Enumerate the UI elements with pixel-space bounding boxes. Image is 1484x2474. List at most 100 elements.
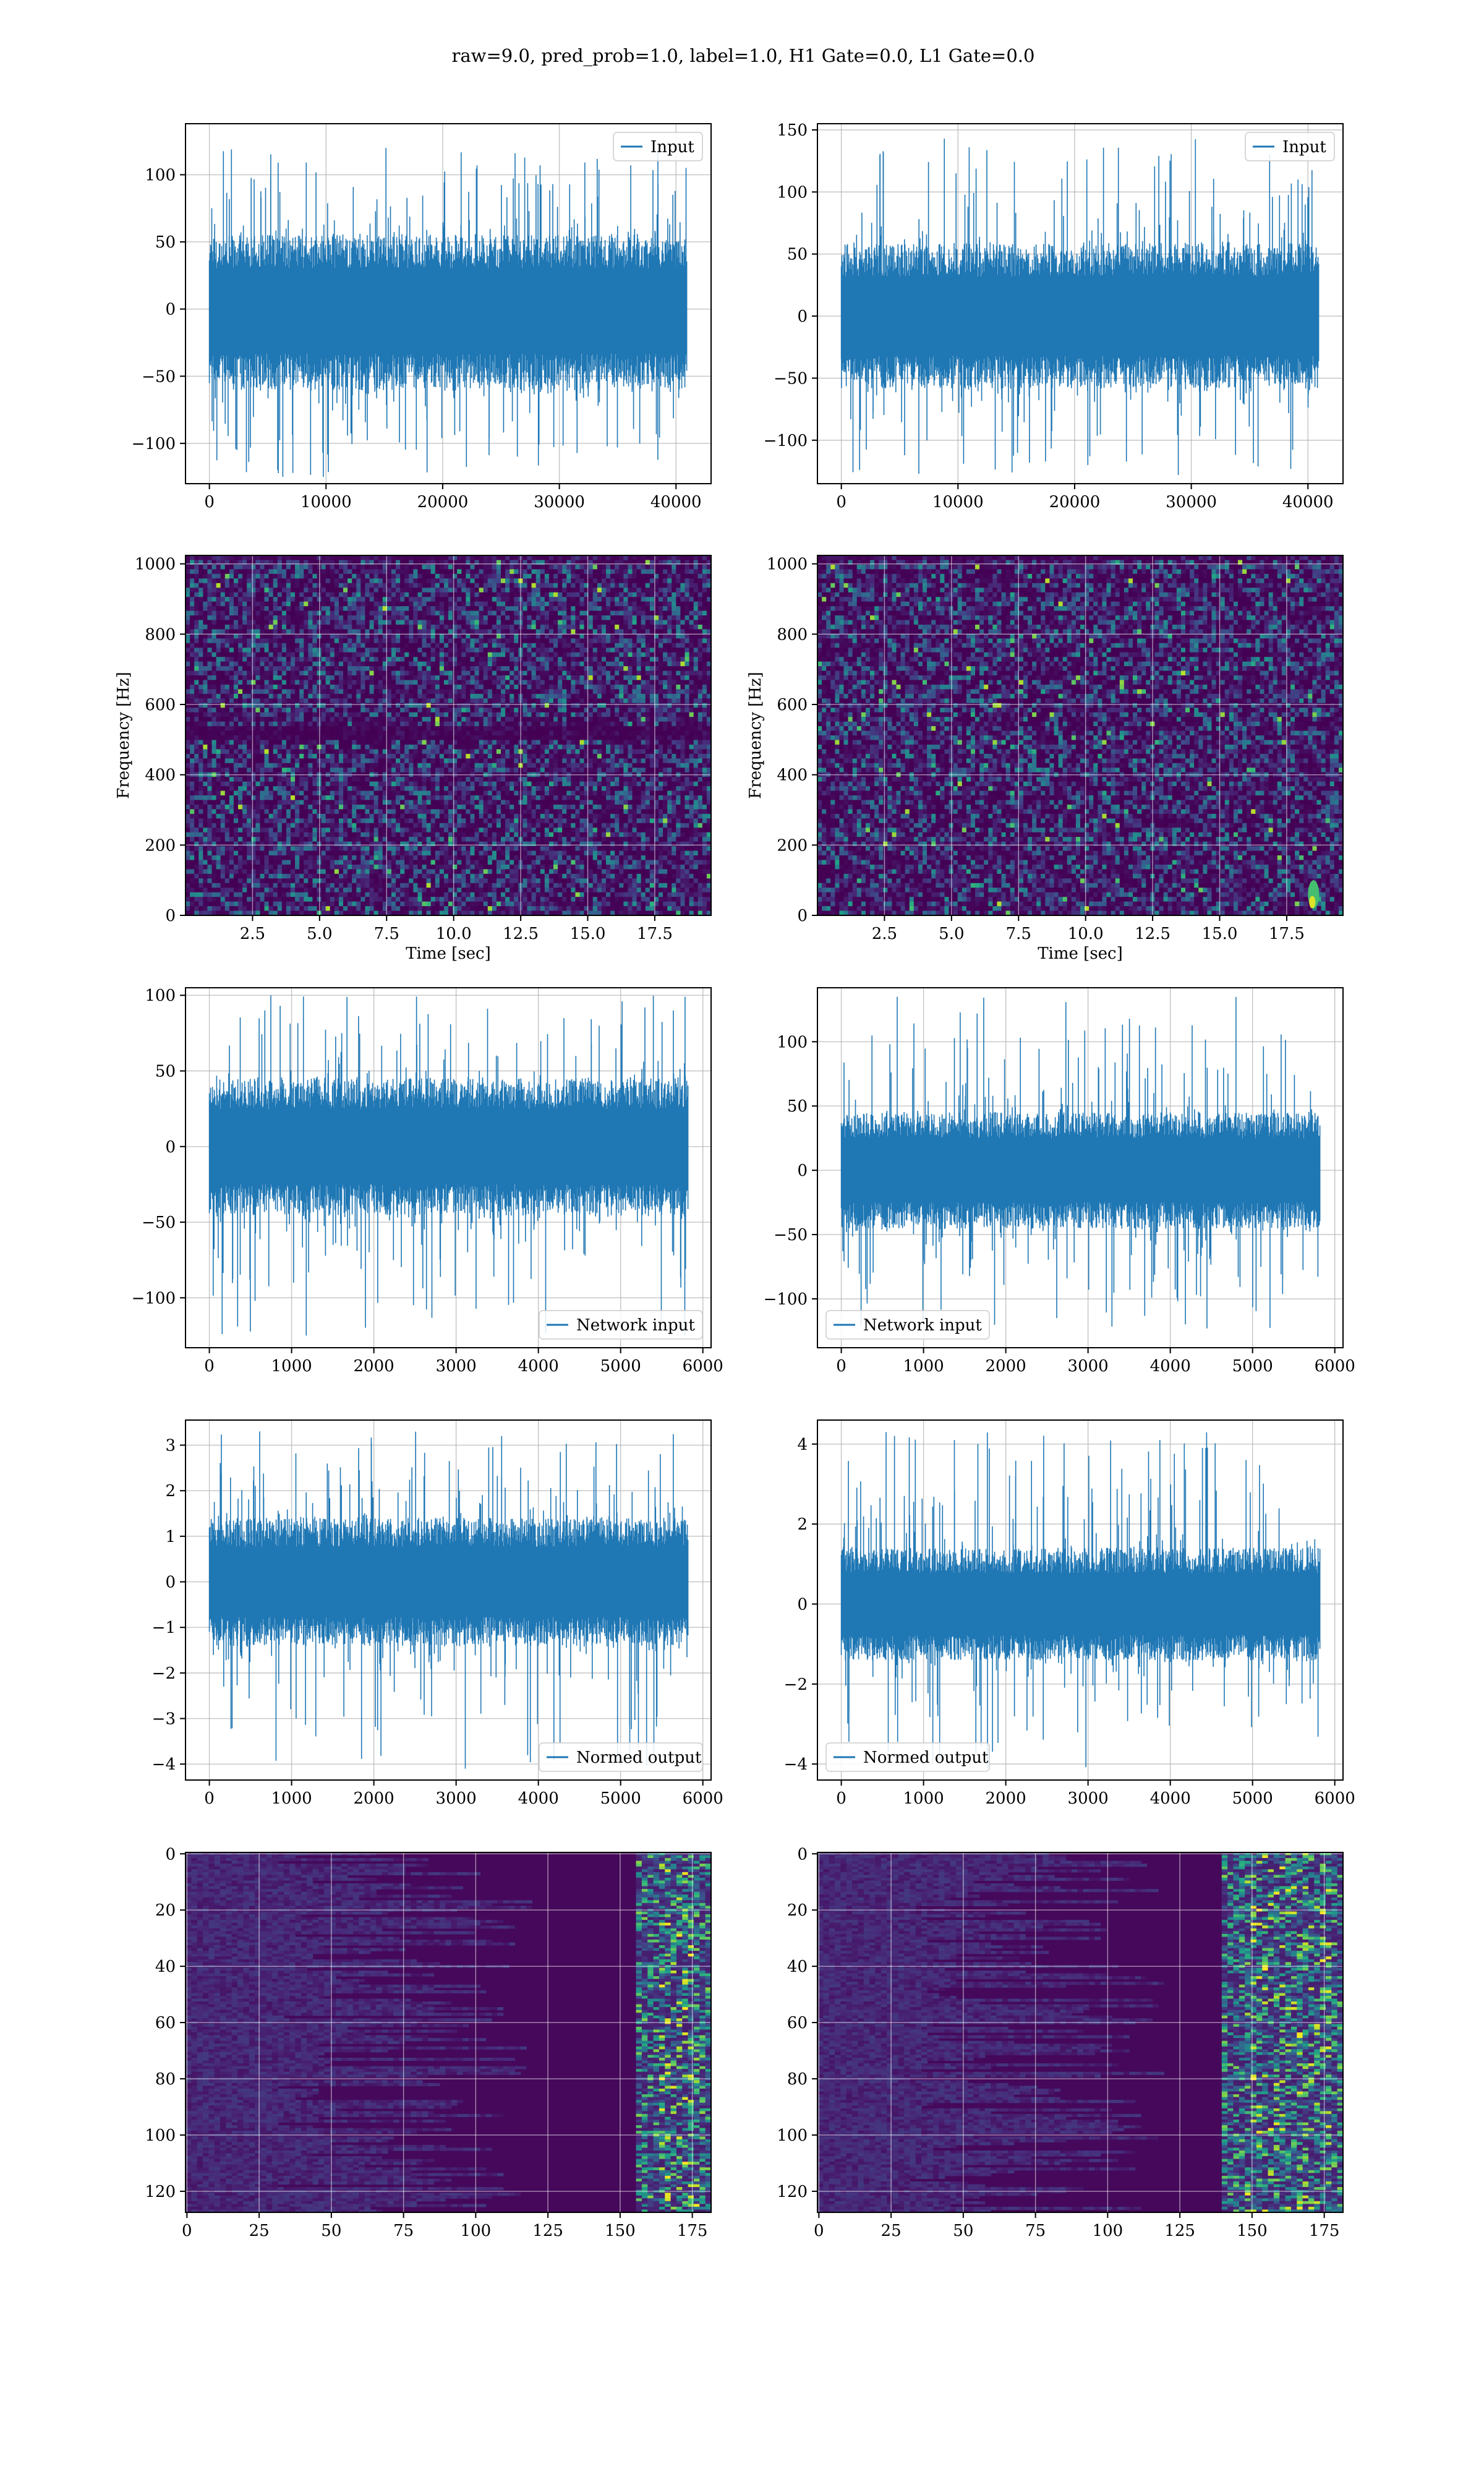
h1-spectrogram-cell <box>330 601 335 607</box>
h1-spectrogram-cell <box>659 573 663 579</box>
h1-spectrogram-cell <box>365 661 370 667</box>
h1-spectrogram-cell <box>453 583 458 588</box>
h1-spectrogram-cell <box>610 693 615 699</box>
h1-spectrogram-cell <box>680 661 686 667</box>
h1-spectrogram-cell <box>251 643 256 648</box>
h1-spectrogram-cell <box>562 601 567 607</box>
h1-spectrogram-cell <box>632 588 638 593</box>
h1-spectrogram-cell <box>553 684 558 690</box>
h1-spectrogram-cell <box>606 708 611 713</box>
h1-spectrogram-cell <box>684 675 690 681</box>
h1-spectrogram-cell <box>277 620 283 625</box>
h1-spectrogram-cell <box>255 721 261 727</box>
h1-spectrogram-cell <box>211 689 217 695</box>
h1-spectrogram-cell <box>487 689 493 695</box>
h1-spectrogram-cell <box>697 643 703 648</box>
h1-spectrogram-cell <box>535 643 541 648</box>
h1-spectrogram-cell <box>505 555 510 561</box>
h1-spectrogram-cell <box>562 648 567 653</box>
h1-spectrogram-cell <box>544 657 550 662</box>
h1-spectrogram-cell <box>400 583 405 588</box>
h1-spectrogram-cell <box>697 606 703 612</box>
h1-spectrogram-cell <box>391 569 396 575</box>
h1-spectrogram-cell <box>522 689 528 695</box>
h1-spectrogram-cell <box>562 712 567 717</box>
h1-spectrogram-cell <box>676 615 681 621</box>
h1-spectrogram-cell <box>636 606 642 612</box>
h1-spectrogram-cell <box>216 698 221 704</box>
h1-spectrogram-cell <box>396 633 401 639</box>
h1-spectrogram-cell <box>575 661 581 667</box>
h1-spectrogram-cell <box>645 564 650 570</box>
h1-spectrogram-cell <box>291 569 296 575</box>
h1-spectrogram-cell <box>369 652 375 657</box>
h1-spectrogram-cell <box>365 569 370 575</box>
h1-spectrogram-cell <box>697 712 703 717</box>
h1-spectrogram-cell <box>527 569 532 575</box>
h1-spectrogram-cell <box>194 652 199 657</box>
h1-spectrogram-cell <box>190 726 195 732</box>
h1-spectrogram-cell <box>505 693 510 699</box>
h1-spectrogram-cell <box>575 592 581 597</box>
h1-spectrogram-cell <box>684 657 690 662</box>
h1-spectrogram-cell <box>251 721 256 727</box>
h1-spectrogram-cell <box>514 560 519 565</box>
h1-spectrogram-cell <box>492 675 497 681</box>
h1-spectrogram-cell <box>514 583 519 588</box>
h1-spectrogram-cell <box>514 633 519 639</box>
h1-spectrogram-cell <box>689 684 694 690</box>
h1-spectrogram-cell <box>198 560 203 565</box>
h1-spectrogram-cell <box>325 583 331 588</box>
h1-spectrogram-cell <box>684 670 690 676</box>
h1-spectrogram-cell <box>356 606 361 612</box>
h1-spectrogram-cell <box>229 606 234 612</box>
h1-spectrogram-cell <box>238 712 243 717</box>
h1-spectrogram-cell <box>641 583 646 588</box>
h1-spectrogram-cell <box>702 643 707 648</box>
h1-spectrogram-cell <box>645 620 650 625</box>
h1-spectrogram-cell <box>203 726 208 732</box>
h1-spectrogram-cell <box>672 670 676 676</box>
h1-spectrogram-cell <box>654 657 659 662</box>
h1-spectrogram-cell <box>610 698 615 704</box>
h1-spectrogram-cell <box>623 675 629 681</box>
h1-spectrogram-cell <box>348 597 352 602</box>
h1-spectrogram-cell <box>426 730 432 736</box>
h1-spectrogram-cell <box>207 610 213 616</box>
h1-spectrogram-cell <box>522 693 528 699</box>
h1-spectrogram-cell <box>470 712 475 717</box>
h1-spectrogram-cell <box>312 569 318 575</box>
h1-spectrogram-cell <box>579 555 585 561</box>
h1-spectrogram-cell <box>386 583 392 588</box>
h1-spectrogram-cell <box>255 657 261 662</box>
h1-spectrogram-cell <box>186 620 190 625</box>
h1-spectrogram-cell <box>659 633 663 639</box>
h1-spectrogram-cell <box>255 680 261 685</box>
h1-spectrogram-cell <box>522 555 528 561</box>
h1-spectrogram-cell <box>281 643 287 648</box>
h1-spectrogram-cell <box>186 657 190 662</box>
h1-spectrogram-cell <box>439 606 445 612</box>
h1-spectrogram-cell <box>277 629 283 635</box>
h1-spectrogram-cell <box>391 703 396 708</box>
h1-spectrogram-cell <box>672 643 676 648</box>
h1-spectrogram-cell <box>186 712 190 717</box>
h1-spectrogram-cell <box>684 578 690 584</box>
h1-spectrogram-cell <box>697 670 703 676</box>
h1-spectrogram-cell <box>628 573 633 579</box>
h1-spectrogram-cell <box>308 592 313 597</box>
h1-spectrogram-cell <box>382 620 388 625</box>
h1-spectrogram-cell <box>220 666 226 672</box>
h1-spectrogram-cell <box>190 573 195 579</box>
h1-spectrogram-cell <box>531 620 537 625</box>
h1-spectrogram-cell <box>667 597 672 602</box>
h1-spectrogram-cell <box>592 643 598 648</box>
h1-spectrogram-cell <box>312 560 318 565</box>
h1-spectrogram-cell <box>308 712 313 717</box>
h1-spectrogram-cell <box>391 708 396 713</box>
h1-spectrogram-cell <box>540 633 545 639</box>
h1-spectrogram-cell <box>338 624 344 630</box>
h1-spectrogram-cell <box>286 597 291 602</box>
h1-spectrogram-cell <box>667 601 672 607</box>
h1-spectrogram-cell <box>365 693 370 699</box>
